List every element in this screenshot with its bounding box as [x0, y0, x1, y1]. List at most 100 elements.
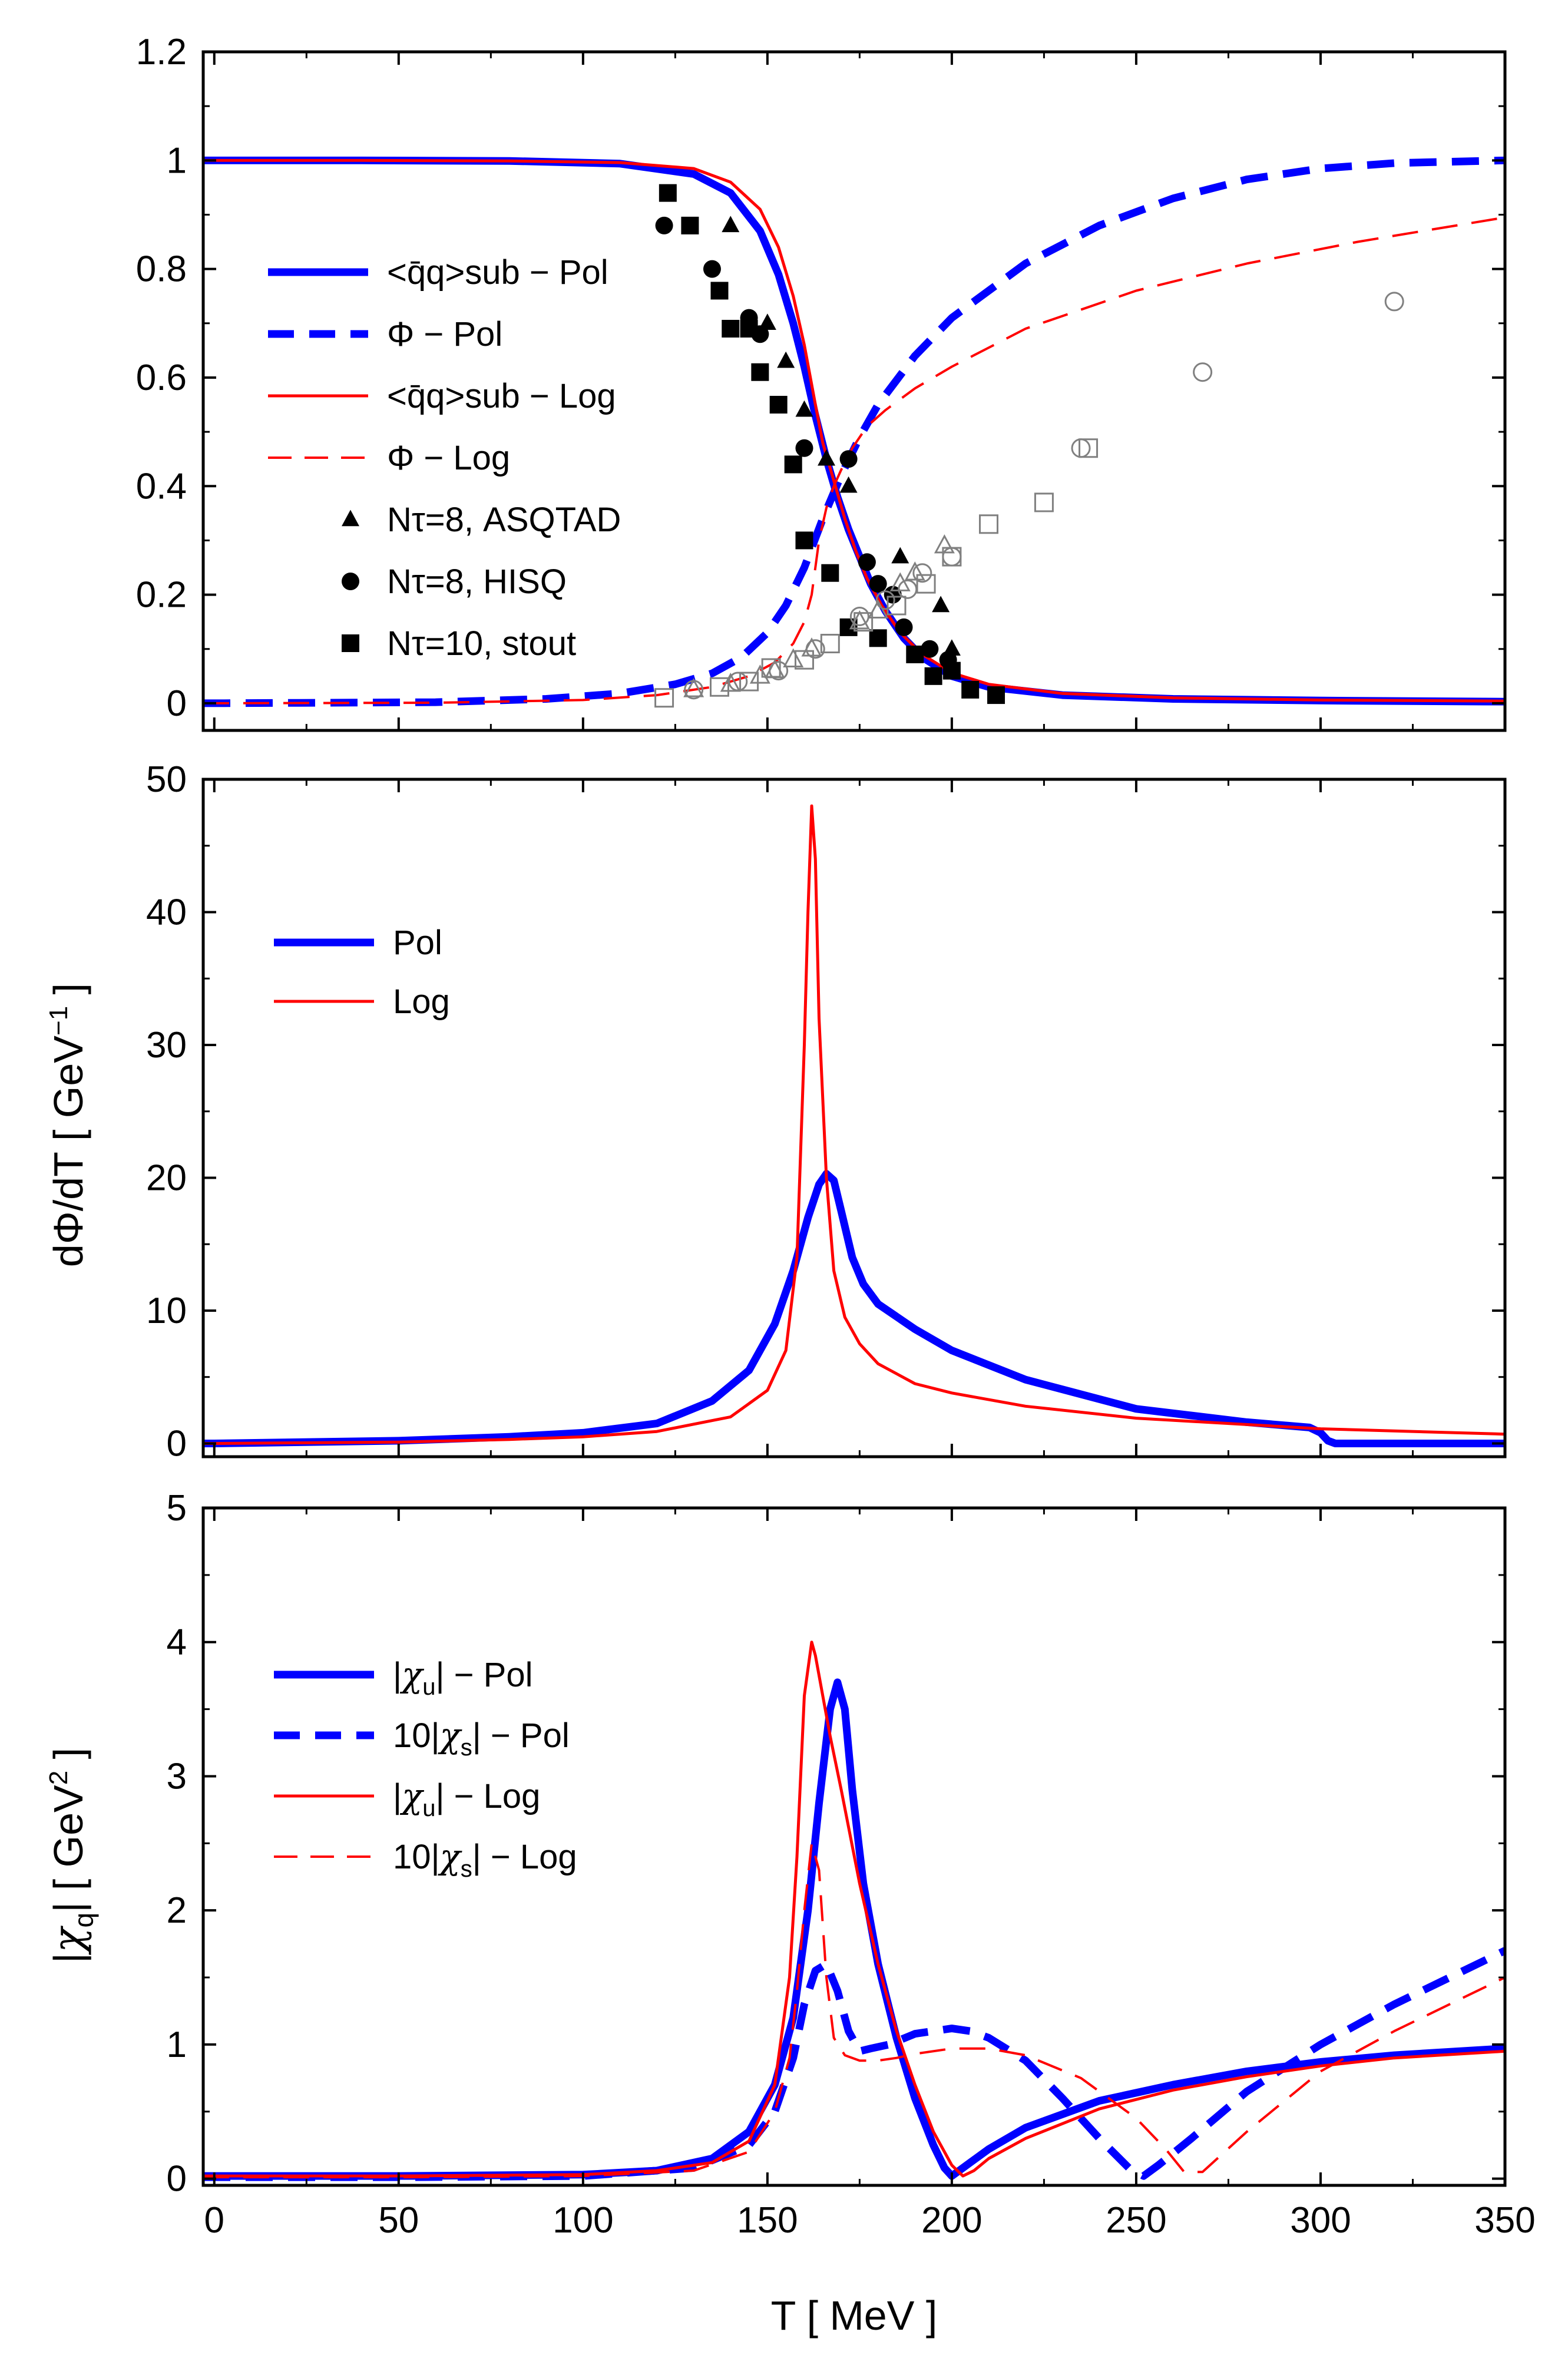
legend-label-pre: | — [393, 1777, 402, 1815]
y-tick-label: 50 — [146, 759, 187, 800]
panel-2-ylabel-end: ] — [45, 983, 91, 1006]
x-tick-label: 250 — [1106, 2200, 1166, 2241]
y-tick-label: 30 — [146, 1025, 187, 1066]
dphi-pol-curve — [203, 1174, 1505, 1444]
hisq-condensate-marker — [655, 216, 673, 234]
panel-2-ticks: 0 10 20 30 40 50 — [146, 759, 1506, 1464]
stout-polyakov-marker — [739, 672, 759, 692]
y-tick-label: 40 — [146, 892, 187, 932]
stout-polyakov-marker — [709, 677, 729, 697]
y-tick-label: 4 — [167, 1622, 187, 1663]
x-tick-label: 350 — [1474, 2200, 1535, 2241]
asqtad-polyakov-marker — [683, 678, 704, 697]
stout-polyakov-marker — [916, 574, 936, 594]
panel-2-frame — [201, 778, 1507, 1458]
hisq-polyakov-marker — [912, 563, 932, 583]
legend-marker — [342, 510, 359, 527]
stout-condensate-marker — [710, 282, 729, 300]
hisq-polyakov-marker — [684, 680, 704, 700]
y-tick-label: 20 — [146, 1157, 187, 1198]
stout-polyakov-marker — [886, 596, 907, 616]
panel-1-ticks: 0 0.2 0.4 0.6 0.8 1 1.2 — [136, 32, 1506, 730]
stout-polyakov-marker — [794, 650, 814, 670]
chiu-pol-curve — [203, 1682, 1505, 2176]
y-tick-label: 10 — [146, 1291, 187, 1331]
y-tick-label: 0 — [167, 1423, 187, 1464]
legend-label: Φ − Pol — [387, 315, 502, 353]
dphi-log-curve — [203, 806, 1505, 1443]
y-tick-label: 5 — [167, 1488, 187, 1529]
legend-label-post: | − Pol — [472, 1716, 570, 1755]
legend-label: Nτ=10, stout — [387, 624, 576, 663]
legend-label-pre: 10| — [393, 1716, 440, 1755]
hisq-polyakov-marker — [1071, 438, 1091, 458]
stout-polyakov-marker — [979, 514, 999, 534]
legend-marker — [342, 634, 359, 652]
stout-condensate-marker — [795, 531, 813, 550]
stout-polyakov-marker — [1034, 492, 1054, 512]
chiu-log-curve — [203, 1642, 1505, 2176]
legend-label-pre: 10| — [393, 1838, 440, 1876]
panel-3-ylabel-chi: χ — [44, 1926, 92, 1956]
stout-condensate-marker — [961, 680, 980, 699]
stout-condensate-marker — [784, 455, 802, 474]
asqtad-condensate-marker — [722, 216, 740, 233]
legend-label: Nτ=8, ASQTAD — [387, 501, 621, 539]
legend-label-sub: s — [461, 1856, 472, 1882]
legend-label-sub: s — [461, 1735, 472, 1761]
asqtad-polyakov-marker — [720, 673, 741, 692]
legend-label-pre: | — [393, 1656, 402, 1694]
legend-label-sub: u — [422, 1674, 435, 1700]
y-tick-label: 0.2 — [136, 575, 187, 616]
hisq-polyakov-marker — [769, 661, 789, 681]
panel-3-ylabel-mid: | [ GeV — [45, 1785, 91, 1913]
stout-condensate-marker — [740, 320, 758, 338]
stout-polyakov-marker — [854, 612, 874, 632]
stout-polyakov-marker — [654, 688, 674, 708]
stout-condensate-marker — [769, 396, 788, 414]
panel-3-ylabel-sup: 2 — [44, 1771, 73, 1785]
hisq-polyakov-marker — [875, 590, 895, 610]
hisq-condensate-marker — [795, 439, 813, 457]
legend-label: |χu| − Log — [393, 1776, 540, 1821]
stout-condensate-marker — [942, 661, 961, 680]
panel-1-frame — [201, 50, 1507, 732]
legend-label: <q̄q>sub − Pol — [387, 253, 608, 292]
legend-label-sub: u — [422, 1795, 435, 1821]
y-tick-label: 0 — [167, 683, 187, 724]
hisq-polyakov-marker — [849, 606, 869, 626]
hisq-polyakov-marker — [1193, 362, 1213, 382]
legend-label: Pol — [393, 924, 442, 962]
panel-2-ylabel-sup: −1 — [44, 1006, 73, 1036]
stout-condensate-marker — [681, 216, 699, 234]
asqtad-polyakov-marker — [868, 599, 889, 618]
asqtad-condensate-marker — [777, 351, 795, 368]
stout-polyakov-marker — [761, 658, 781, 678]
panel-3-curves — [203, 1642, 1505, 2178]
hisq-polyakov-marker — [1384, 292, 1404, 312]
y-tick-label: 0.8 — [136, 249, 187, 290]
hisq-condensate-marker — [895, 618, 913, 636]
legend-label: |χu| − Pol — [393, 1655, 532, 1700]
stout-condensate-marker — [924, 667, 942, 685]
asqtad-polyakov-marker — [749, 664, 770, 684]
hisq-condensate-marker — [858, 553, 876, 571]
x-tick-label: 0 — [204, 2200, 224, 2241]
asqtad-condensate-marker — [839, 476, 858, 493]
stout-condensate-marker — [821, 564, 839, 582]
asqtad-condensate-marker — [932, 596, 950, 613]
stout-polyakov-marker — [1079, 438, 1099, 458]
panel-3-ylabel-pre: | — [45, 1953, 91, 1963]
y-tick-label: 2 — [167, 1890, 187, 1931]
panel-3-ylabel-sub: q — [68, 1913, 99, 1928]
stout-polyakov-marker — [942, 547, 962, 567]
stout-condensate-marker — [751, 363, 769, 381]
stout-condensate-marker — [869, 629, 887, 647]
panel-3-ylabel-end: ] — [45, 1748, 91, 1771]
legend-label: Nτ=8, HISQ — [387, 563, 567, 601]
hisq-condensate-marker — [839, 450, 858, 468]
panel-3-ylabel: |χq| [ GeV2 ] — [44, 1748, 99, 1963]
